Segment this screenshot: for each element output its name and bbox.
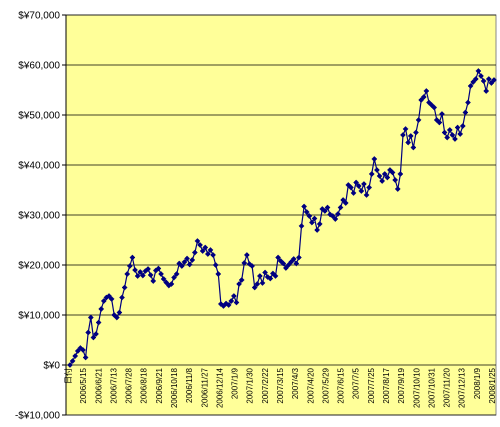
x-tick-label: 2006/5/15 — [79, 367, 88, 403]
x-tick-label: 2006/10/18 — [170, 367, 179, 408]
x-tick-label: 2006/7/13 — [109, 367, 118, 403]
x-tick-label: 2007/3/15 — [276, 367, 285, 403]
x-tick-label: 2008/1/9 — [473, 367, 482, 399]
x-tick-label: 2007/10/31 — [427, 367, 436, 408]
x-tick-label: 2007/10/10 — [412, 367, 421, 408]
x-tick-label: 2006/9/21 — [155, 367, 164, 403]
x-tick-label: 2007/11/20 — [443, 367, 452, 407]
x-tick-label: 2006/11/27 — [200, 367, 209, 407]
x-tick-label: 2008/1/25 — [488, 367, 497, 403]
x-tick-label: 2007/6/15 — [337, 367, 346, 403]
axes — [62, 15, 66, 415]
y-tick-label: $¥30,000 — [18, 211, 60, 222]
x-tick-label: 2007/12/13 — [458, 367, 467, 408]
x-tick-label: 2007/8/17 — [382, 367, 391, 403]
x-tick-label: 2006/8/18 — [140, 367, 149, 403]
x-tick-label: 2006/11/8 — [185, 367, 194, 403]
x-tick-label: 2006/7/28 — [125, 367, 134, 403]
x-tick-labels: 日付 2006/5/15 2006/6/21 2006/7/13 2006/7/28 20… — [63, 367, 497, 408]
x-tick-label: 2007/9/19 — [397, 367, 406, 403]
x-tick-label: 2007/7/25 — [367, 367, 376, 403]
x-tick-label: 2007/5/29 — [321, 367, 330, 403]
y-tick-label: $¥60,000 — [18, 61, 60, 72]
y-tick-label: $¥10,000 — [18, 311, 60, 322]
x-tick-label: 2007/4/3 — [291, 367, 300, 399]
x-tick-label: 2007/1/30 — [246, 367, 255, 403]
y-tick-label: $¥70,000 — [18, 11, 60, 22]
y-tick-label: $¥0 — [43, 361, 60, 372]
x-tick-label: 2007/7/5 — [352, 367, 361, 399]
y-tick-label: -$¥10,000 — [15, 411, 60, 422]
x-tick-label: 日付 — [63, 368, 73, 384]
y-tick-labels: $¥70,000 $¥60,000 $¥50,000 $¥40,000 $¥30,000… — [15, 11, 60, 422]
y-tick-label: $¥20,000 — [18, 261, 60, 272]
x-tick-label: 2007/2/22 — [261, 367, 270, 403]
y-tick-label: $¥50,000 — [18, 111, 60, 122]
y-tick-label: $¥40,000 — [18, 161, 60, 172]
x-tick-label: 2006/6/21 — [94, 367, 103, 403]
x-tick-label: 2006/12/14 — [215, 367, 224, 408]
x-tick-label: 2007/4/20 — [306, 367, 315, 403]
x-tick-label: 2007/1/9 — [231, 367, 240, 399]
